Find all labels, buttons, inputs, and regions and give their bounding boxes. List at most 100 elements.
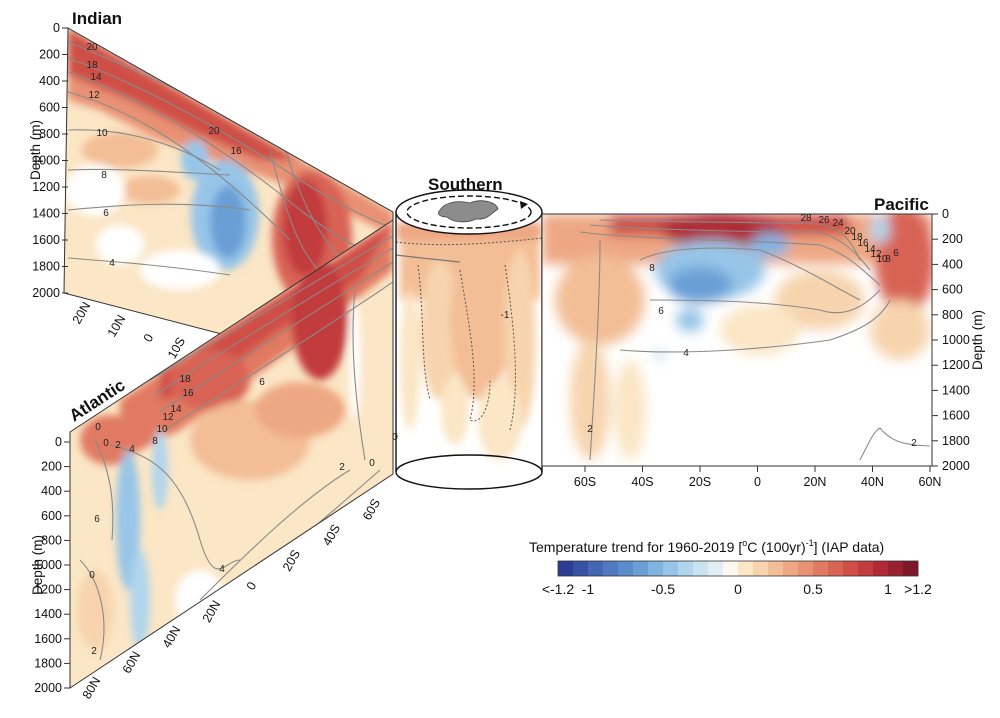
pacific-isotherm-label: 14 [864,244,876,255]
pacific-y-tick-label: 600 [942,283,963,297]
colorbar-swatch [693,561,709,576]
colorbar-title: Temperature trend for 1960-2019 [oC (100… [529,538,884,555]
pacific-isotherm-label: 26 [818,215,830,226]
atlantic-isotherm-label: 14 [170,404,182,415]
atlantic-isotherm-label: 0 [103,438,109,449]
colorbar-tick-label: -1 [582,581,595,597]
indian-isotherm-label: 14 [90,72,102,83]
colorbar-swatch [708,561,724,576]
pacific-y-axis-label: Depth (m) [970,310,985,370]
pacific-isotherm-label: 20 [844,226,856,237]
atlantic-isotherm-label: 0 [95,422,101,433]
colorbar-swatch [843,561,859,576]
indian-y-tick-label: 1000 [32,154,60,168]
indian-y-tick-label: 600 [39,101,60,115]
colorbar-tick-label: 1 [884,581,892,597]
pacific-isotherm-label: 18 [851,232,863,243]
atlantic-x-tick-label: 20S [280,547,303,573]
southern-title: Southern [428,175,503,194]
circulation-arrow [406,195,532,229]
colorbar-swatch [798,561,814,576]
pacific-isotherm-label: 8 [649,263,655,274]
colorbar-swatch [828,561,844,576]
atlantic-isotherm-label: 4 [129,444,135,455]
pacific-y-tick-label: 1000 [942,333,970,347]
indian-y-tick-label: 400 [39,74,60,88]
pacific-isotherms [579,219,931,461]
atlantic-y-tick-label: 1400 [34,607,62,621]
atlantic-y-tick-label: 2000 [34,681,62,695]
indian-x-tick-label: 20N [70,300,94,327]
atlantic-isotherm-label: 6 [94,514,100,525]
indian-y-tick-label: 0 [53,21,60,35]
colorbar-swatch [738,561,754,576]
pacific-y-tick-label: 0 [942,207,949,221]
southern-contour-label: 0 [392,432,398,443]
colorbar-swatch [588,561,604,576]
pacific-x-tick-label: 0 [754,475,761,489]
atlantic-isotherms [79,235,393,661]
atlantic-isotherm-label: 0 [89,570,95,581]
atlantic-isotherm-label: 2 [91,646,97,657]
colorbar-tick-label: 0.5 [803,581,823,597]
atlantic-y-tick-label: 200 [41,460,62,474]
atlantic-y-tick-label: 1800 [34,656,62,670]
pacific-y-tick-label: 2000 [942,459,970,473]
colorbar-swatch [888,561,904,576]
colorbar-swatch [603,561,619,576]
southern-panel: Southern 0-10 [392,175,549,490]
indian-y-tick-label: 800 [39,127,60,141]
colorbar-swatch [663,561,679,576]
southern-contour-label: -1 [501,310,510,321]
atlantic-x-tick-label: 40S [320,522,343,548]
colorbar-swatch [618,561,634,576]
colorbar-swatch [573,561,589,576]
pacific-x-tick-label: 40N [861,475,884,489]
atlantic-y-tick-label: 400 [41,484,62,498]
colorbar: Temperature trend for 1960-2019 [oC (100… [529,538,932,597]
colorbar-swatch [783,561,799,576]
indian-title: Indian [72,9,122,28]
pacific-x-ticks: 60S 40S 20S 0 20N 40N 60N [574,466,942,489]
pacific-y-tick-label: 1400 [942,383,970,397]
indian-y-tick-label: 1400 [32,207,60,221]
indian-isotherm-label: 12 [88,90,100,101]
atlantic-isotherm-label: 18 [179,374,191,385]
indian-isotherm-label: 4 [109,258,115,269]
atlantic-y-tick-label: 0 [55,435,62,449]
pacific-y-tick-label: 200 [942,232,963,246]
pacific-y-tick-label: 800 [942,308,963,322]
indian-y-tick-label: 1600 [32,233,60,247]
indian-isotherm-label: 18 [86,60,98,71]
atlantic-y-ticks: 0 200 400 600 800 1000 1200 1400 1600 1800 2000 [34,435,70,695]
colorbar-swatch [813,561,829,576]
atlantic-isotherm-label: 8 [152,436,158,447]
pacific-y-tick-label: 400 [942,257,963,271]
colorbar-ticks: <-1.2 -1 -0.5 0 0.5 1 >1.2 [542,581,932,597]
colorbar-swatch [858,561,874,576]
pacific-isotherm-label: 2 [911,438,917,449]
pacific-isotherm-label: 6 [893,248,899,259]
colorbar-swatches [557,560,919,577]
colorbar-tick-label: <-1.2 [542,581,575,597]
atlantic-isotherm-label: 2 [115,440,121,451]
pacific-x-tick-label: 60N [919,475,942,489]
pacific-isotherm-label: 8 [885,254,891,265]
colorbar-swatch [648,561,664,576]
colorbar-frame [557,560,919,577]
atlantic-isotherm-label: 4 [219,564,225,575]
indian-y-tick-label: 1800 [32,260,60,274]
pacific-title: Pacific [874,195,929,214]
indian-y-tick-label: 200 [39,48,60,62]
colorbar-swatch [678,561,694,576]
pacific-isotherm-label: 10 [876,254,888,265]
atlantic-y-tick-label: 800 [41,533,62,547]
indian-y-tick-label: 2000 [32,286,60,300]
atlantic-y-tick-label: 1600 [34,632,62,646]
colorbar-swatch [903,561,919,576]
atlantic-isotherm-label: 6 [259,377,265,388]
atlantic-isotherm-label: 2 [339,462,345,473]
